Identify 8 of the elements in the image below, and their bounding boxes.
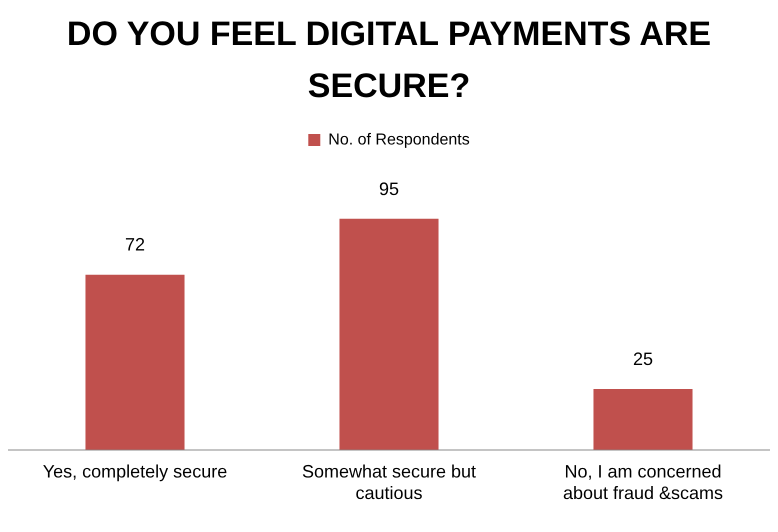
data-label: 95 <box>378 178 400 199</box>
x-tick-label: Yes, completely secure <box>42 462 228 482</box>
chart-title: DO YOU FEEL DIGITAL PAYMENTS ARE SECURE? <box>66 14 712 107</box>
data-label: 72 <box>124 234 146 255</box>
data-label: 25 <box>632 348 654 369</box>
x-tick-label: No, I am concerned about fraud &scams <box>562 462 724 504</box>
legend-label: No. of Respondents <box>328 131 470 148</box>
x-tick-label: Somewhat secure but cautious <box>302 462 476 504</box>
